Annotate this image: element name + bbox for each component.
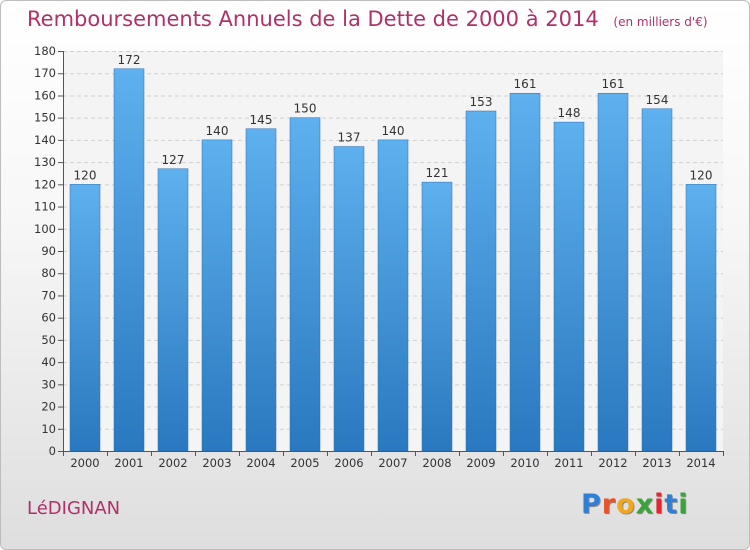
x-tick-label: 2012 <box>598 456 627 470</box>
x-tick-label: 2001 <box>114 456 143 470</box>
data-label: 121 <box>426 166 449 180</box>
bar <box>421 181 453 452</box>
x-tick-label: 2006 <box>334 456 363 470</box>
y-tick-label: 10 <box>41 422 56 436</box>
y-tick-label: 140 <box>34 133 56 147</box>
data-label: 140 <box>206 124 229 138</box>
bar <box>157 168 189 452</box>
x-tick-label: 2000 <box>70 456 99 470</box>
bar <box>465 110 497 452</box>
data-label: 161 <box>514 77 537 91</box>
bar <box>69 184 101 452</box>
y-tick-label: 60 <box>41 311 56 325</box>
data-label: 172 <box>118 53 141 67</box>
bar <box>333 146 365 452</box>
x-tick-label: 2003 <box>202 456 231 470</box>
chart-unit-label: (en milliers d'€) <box>613 15 708 29</box>
data-label: 140 <box>382 124 405 138</box>
x-tick-label: 2014 <box>686 456 715 470</box>
y-tick-label: 70 <box>41 288 56 302</box>
y-tick-label: 90 <box>41 244 56 258</box>
y-tick-label: 0 <box>49 444 56 458</box>
x-tick-label: 2011 <box>554 456 583 470</box>
x-tick-label: 2007 <box>378 456 407 470</box>
x-tick-label: 2013 <box>642 456 671 470</box>
proxiti-logo: Proxiti <box>581 489 689 520</box>
y-tick-label: 110 <box>34 200 56 214</box>
logo-letter: i <box>678 489 689 520</box>
x-tick-label: 2009 <box>466 456 495 470</box>
bar <box>553 121 585 452</box>
data-label: 154 <box>646 93 669 107</box>
data-label: 148 <box>558 106 581 120</box>
x-tick-label: 2002 <box>158 456 187 470</box>
y-tick-label: 160 <box>34 88 56 102</box>
commune-name: LéDIGNAN <box>27 498 121 519</box>
x-tick-label: 2010 <box>510 456 539 470</box>
x-tick-label: 2004 <box>246 456 275 470</box>
bar <box>597 92 629 452</box>
data-label: 150 <box>294 102 317 116</box>
logo-letter: x <box>635 489 655 520</box>
bar <box>201 139 233 452</box>
y-tick-label: 120 <box>34 177 56 191</box>
logo-letter: o <box>616 489 636 520</box>
logo-letter: r <box>601 489 617 520</box>
bar <box>509 92 541 452</box>
chart-title-text: Remboursements Annuels de la Dette de 20… <box>27 7 599 31</box>
y-tick-label: 20 <box>41 400 56 414</box>
y-tick-label: 50 <box>41 333 56 347</box>
y-tick-label: 170 <box>34 66 56 80</box>
bar <box>377 139 409 452</box>
bar <box>685 184 717 452</box>
y-tick-label: 40 <box>41 355 56 369</box>
data-label: 137 <box>338 131 361 145</box>
data-label: 145 <box>250 113 273 127</box>
bar <box>245 128 277 452</box>
y-tick-label: 150 <box>34 111 56 125</box>
y-tick-label: 100 <box>34 222 56 236</box>
bar <box>113 68 145 452</box>
data-label: 127 <box>162 153 185 167</box>
x-tick-label: 2005 <box>290 456 319 470</box>
y-tick-label: 30 <box>41 377 56 391</box>
chart-title: Remboursements Annuels de la Dette de 20… <box>27 7 708 31</box>
logo-letter: t <box>664 489 679 520</box>
data-label: 120 <box>690 168 713 182</box>
data-label: 153 <box>470 95 493 109</box>
data-label: 161 <box>602 77 625 91</box>
x-tick-label: 2008 <box>422 456 451 470</box>
y-tick-label: 130 <box>34 155 56 169</box>
data-label: 120 <box>74 168 97 182</box>
logo-letter: P <box>581 489 602 520</box>
bar <box>289 117 321 452</box>
y-tick-label: 80 <box>41 266 56 280</box>
y-tick-label: 180 <box>34 44 56 58</box>
logo-letter: i <box>654 489 665 520</box>
bar <box>641 108 673 452</box>
